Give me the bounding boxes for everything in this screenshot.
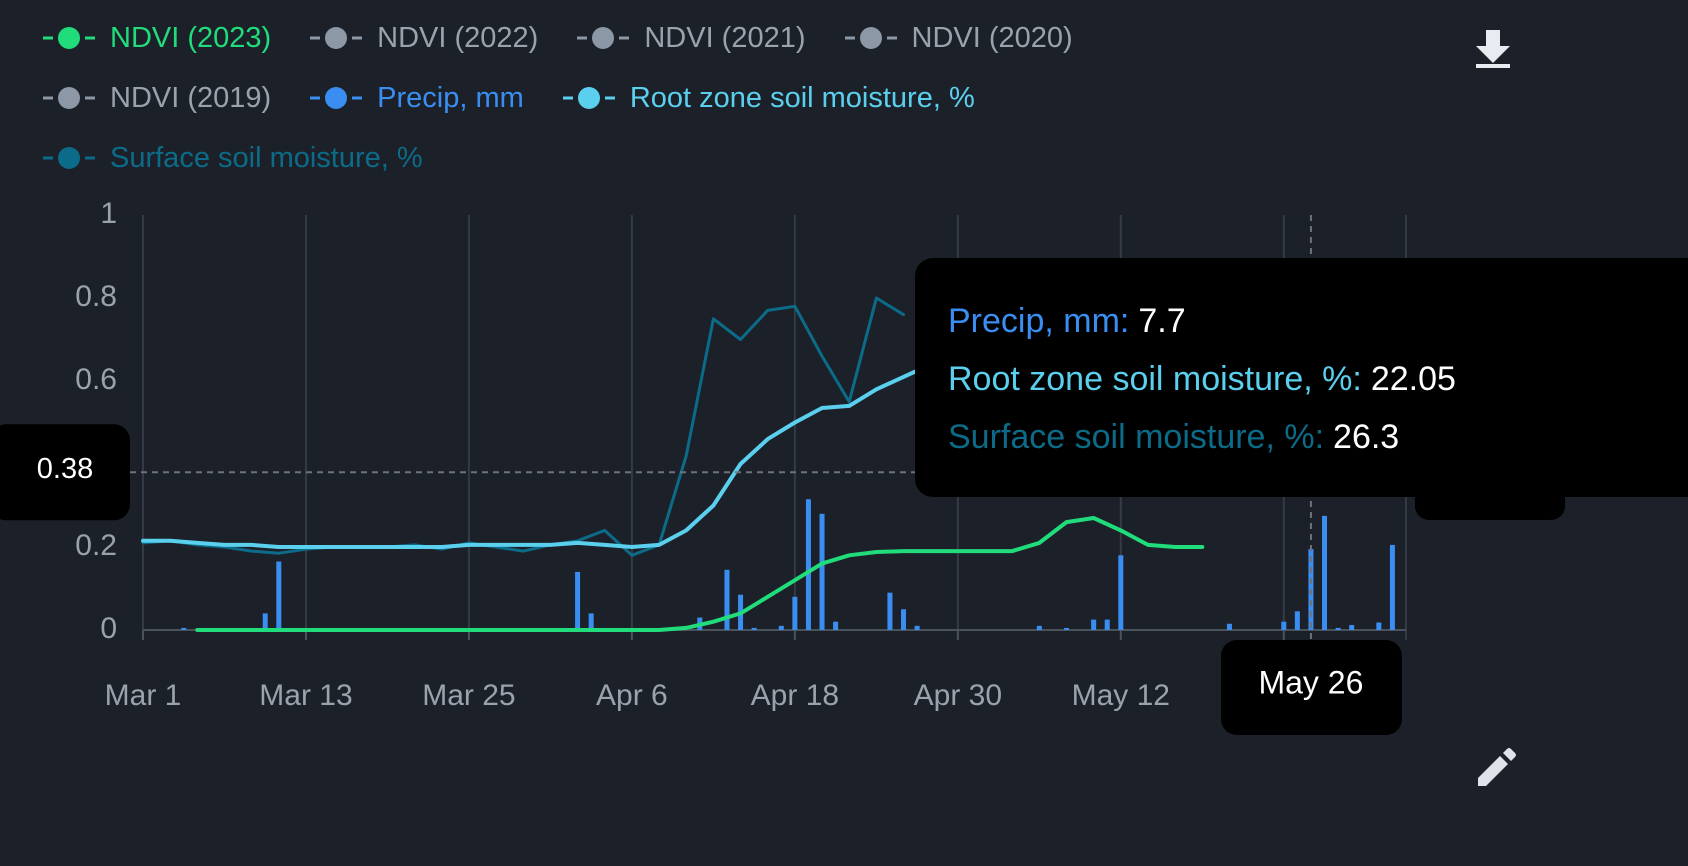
- legend-label: Root zone soil moisture, %: [629, 81, 975, 114]
- legend-item[interactable]: NDVI (2021): [576, 21, 806, 54]
- tooltip-label: Surface soil moisture, %:: [948, 418, 1324, 456]
- precip-bar: [1104, 619, 1110, 630]
- legend-marker: [310, 87, 363, 109]
- y-tick-label: 1: [100, 197, 117, 230]
- crosshair-y-label: 0.38: [37, 453, 93, 485]
- legend-label: NDVI (2022): [377, 21, 539, 54]
- legend-item[interactable]: Precip, mm: [309, 81, 524, 114]
- precip-bar: [751, 627, 757, 630]
- legend-label: NDVI (2019): [110, 81, 272, 114]
- legend-marker: [577, 27, 630, 49]
- legend-item[interactable]: NDVI (2020): [844, 21, 1073, 54]
- legend-dot: [58, 27, 80, 49]
- legend-dot: [325, 27, 348, 49]
- y-tick-label: 0.6: [75, 363, 117, 396]
- precip-bar: [805, 499, 811, 630]
- precip-bar: [575, 571, 581, 630]
- tooltip-row: Root zone soil moisture, %: 22.05: [948, 360, 1456, 398]
- crosshair-x-label: May 26: [1258, 664, 1363, 700]
- legend-label: Precip, mm: [377, 81, 524, 114]
- precip-bar: [262, 613, 268, 630]
- legend-marker: [43, 87, 95, 109]
- precip-bar: [1322, 515, 1328, 630]
- crosshair-y-box: [0, 424, 130, 521]
- precip-bar: [792, 596, 798, 630]
- crosshair-x-box: [1220, 640, 1402, 735]
- legend-marker: [43, 27, 95, 49]
- tooltip-label: Root zone soil moisture, %:: [948, 360, 1362, 398]
- overlay: 0.38 May 26 Precip, mm: 7.7 Root zone soil m…: [0, 215, 1688, 735]
- tooltip-row: Surface soil moisture, %: 26.3: [948, 418, 1399, 456]
- precip-bar: [588, 613, 594, 630]
- precip-bar: [1389, 544, 1395, 630]
- legend-item[interactable]: NDVI (2022): [309, 21, 539, 54]
- precip-bar: [1118, 555, 1124, 630]
- series-line: [195, 516, 1205, 632]
- precip-bar: [887, 592, 893, 630]
- x-tick-label: Mar 1: [105, 679, 182, 712]
- precip-bar: [1063, 627, 1069, 630]
- tooltip-box: [915, 258, 1688, 497]
- legend-label: NDVI (2021): [644, 21, 806, 54]
- precip-bar: [1091, 619, 1097, 630]
- legend-dot: [592, 27, 615, 49]
- legend-item[interactable]: Root zone soil moisture, %: [562, 81, 975, 114]
- x-tick-label: Mar 13: [259, 679, 352, 712]
- legend-dot: [859, 27, 882, 49]
- x-tick-label: Apr 6: [596, 679, 668, 712]
- legend-label: NDVI (2020): [911, 21, 1073, 54]
- y-tick-label: 0: [100, 612, 117, 645]
- series-line: [141, 296, 905, 557]
- precip-bar: [914, 625, 920, 630]
- legend: NDVI (2023) NDVI (2022) NDVI (2021) NDVI (2…: [42, 21, 1262, 174]
- edit-button[interactable]: [1478, 748, 1516, 786]
- tooltip-label: Precip, mm:: [948, 302, 1129, 340]
- precip-bar: [778, 625, 784, 630]
- precip-bar: [1281, 621, 1287, 630]
- precip-bar: [1376, 622, 1382, 630]
- precip-bar: [1349, 625, 1355, 630]
- download-button[interactable]: [1476, 30, 1510, 68]
- precip-bar: [1335, 627, 1341, 630]
- precip-bar: [724, 569, 730, 630]
- x-tick-label: Apr 30: [914, 679, 1002, 712]
- tooltip-value: 26.3: [1333, 418, 1399, 456]
- precip-bar: [1294, 611, 1300, 630]
- legend-marker: [310, 27, 363, 49]
- precip-bar: [819, 513, 825, 630]
- series-line: [141, 362, 933, 549]
- legend-marker: [43, 147, 95, 169]
- tooltip-row: Precip, mm: 7.7: [948, 302, 1186, 340]
- tooltip-value: 7.7: [1138, 302, 1185, 340]
- precip-bar: [276, 561, 282, 630]
- legend-dot: [58, 87, 80, 109]
- x-tick-label: May 12: [1072, 679, 1170, 712]
- legend-label: NDVI (2023): [110, 21, 272, 54]
- x-tick-label: Apr 18: [751, 679, 839, 712]
- precip-bar: [1226, 623, 1232, 630]
- tooltip-value: 22.05: [1371, 360, 1456, 398]
- precip-bar: [1036, 625, 1042, 630]
- y-tick-label: 0.2: [75, 529, 117, 562]
- legend-item[interactable]: Surface soil moisture, %: [42, 141, 423, 174]
- legend-dot: [58, 147, 80, 169]
- precip-bar: [901, 609, 907, 630]
- precip-bar: [833, 621, 839, 630]
- x-tick-label: Mar 25: [422, 679, 515, 712]
- precip-bar: [181, 627, 187, 630]
- legend-label: Surface soil moisture, %: [110, 141, 423, 174]
- legend-marker: [844, 27, 897, 49]
- legend-dot: [577, 87, 600, 109]
- legend-item[interactable]: NDVI (2023): [42, 21, 272, 54]
- legend-item[interactable]: NDVI (2019): [42, 81, 272, 114]
- y-tick-label: 0.8: [75, 280, 117, 313]
- legend-dot: [325, 87, 348, 109]
- legend-marker: [562, 87, 615, 109]
